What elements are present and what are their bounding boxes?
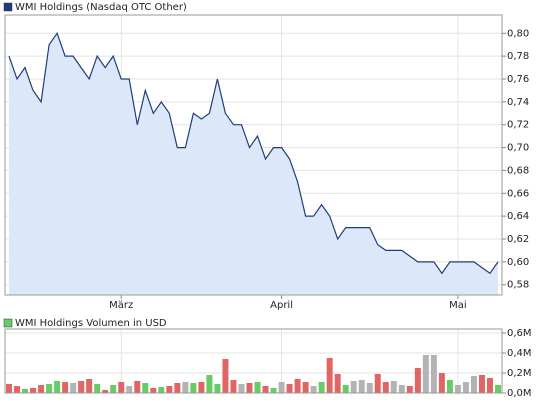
volume-bar — [214, 384, 221, 393]
volume-bar — [334, 374, 341, 393]
price-line — [8, 31, 499, 275]
volume-bar — [14, 386, 21, 393]
volume-bar — [30, 388, 37, 393]
legend-label: WMI Holdings (Nasdaq OTC Other) — [15, 2, 187, 13]
volume-bar — [262, 386, 269, 393]
volume-bar — [166, 386, 173, 393]
y-tick-label: 0,64 — [507, 211, 529, 222]
volume-bar — [342, 385, 349, 393]
y-tick-label: 0,74 — [507, 97, 529, 108]
volume-bar — [62, 382, 69, 393]
volume-bar — [198, 382, 205, 393]
x-tick-label: Mai — [449, 300, 467, 311]
volume-bar — [486, 378, 493, 393]
volume-bar — [302, 382, 309, 393]
legend-label: WMI Holdings Volumen in USD — [15, 318, 167, 329]
volume-bar — [22, 389, 29, 393]
legend-swatch — [3, 318, 13, 328]
volume-bar — [318, 382, 325, 393]
y-tick-label: 0,68 — [507, 165, 529, 176]
volume-bar — [174, 383, 181, 393]
volume-bar — [238, 384, 245, 393]
volume-bar — [86, 379, 93, 393]
volume-bar — [294, 379, 301, 393]
volume-bar — [206, 375, 213, 393]
volume-bar — [358, 380, 365, 393]
y-tick-label: 0,76 — [507, 74, 529, 85]
y-tick-label: 0,62 — [507, 234, 529, 245]
volume-bar — [430, 355, 437, 393]
volume-bar — [126, 386, 133, 393]
plot-frame — [4, 14, 503, 296]
y-tick-label: 0,6M — [507, 328, 532, 339]
volume-bar — [310, 386, 317, 393]
volume-bar — [398, 385, 405, 393]
volume-bar — [438, 373, 445, 393]
volume-bar — [422, 355, 429, 393]
volume-bar — [134, 381, 141, 393]
volume-bar — [326, 358, 333, 393]
volume-bar — [454, 385, 461, 393]
price-area — [9, 33, 498, 296]
y-tick-label: 0,58 — [507, 280, 529, 291]
y-tick-label: 0,60 — [507, 257, 529, 268]
volume-bar — [46, 384, 53, 393]
volume-bar — [406, 386, 413, 393]
volume-bar — [54, 381, 61, 393]
volume-bar — [278, 382, 285, 393]
volume-bar — [350, 381, 357, 393]
y-tick-label: 0,0M — [507, 388, 532, 399]
volume-bar — [478, 375, 485, 393]
volume-bar — [462, 382, 469, 393]
y-tick-label: 0,2M — [507, 368, 532, 379]
volume-bar — [230, 380, 237, 393]
volume-bar — [382, 382, 389, 393]
volume-bar — [102, 390, 109, 393]
volume-bar — [158, 387, 165, 393]
volume-bar — [142, 383, 149, 393]
volume-bar — [470, 376, 477, 393]
volume-bar — [6, 384, 12, 393]
y-tick-label: 0,80 — [507, 28, 529, 39]
volume-bar — [150, 388, 157, 393]
volume-bar — [270, 388, 277, 393]
volume-bar — [366, 383, 373, 393]
volume-bar — [78, 381, 85, 393]
volume-bar — [38, 385, 45, 393]
x-tick-label: März — [109, 300, 133, 311]
volume-bar — [495, 385, 501, 393]
volume-bar — [446, 380, 453, 393]
volume-bar — [246, 383, 253, 393]
y-tick-label: 0,66 — [507, 188, 529, 199]
volume-bar — [390, 381, 397, 393]
legend-swatch — [3, 2, 13, 12]
volume-bar — [286, 384, 293, 393]
volume-bar — [222, 359, 229, 393]
y-tick-label: 0,78 — [507, 51, 529, 62]
volume-bar — [110, 385, 117, 393]
x-tick-label: April — [270, 300, 293, 311]
volume-bar — [118, 382, 125, 393]
y-tick-label: 0,72 — [507, 120, 529, 131]
y-tick-label: 0,4M — [507, 348, 532, 359]
volume-bar — [182, 382, 189, 393]
plot-frame — [4, 328, 503, 394]
y-tick-label: 0,70 — [507, 143, 529, 154]
volume-bar — [254, 382, 261, 393]
volume-bar — [70, 383, 77, 393]
volume-bar — [374, 374, 381, 393]
volume-bar — [190, 383, 197, 393]
volume-bar — [94, 384, 101, 393]
volume-bar — [414, 368, 421, 393]
